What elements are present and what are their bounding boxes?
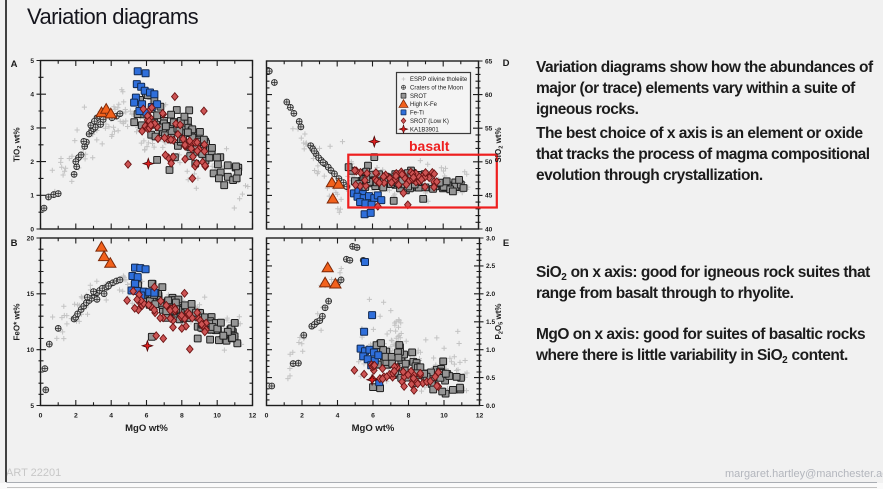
svg-text:2: 2 [74,413,78,420]
svg-text:SiO2​ wt%: SiO2​ wt% [494,127,505,162]
svg-text:55: 55 [485,126,493,133]
svg-text:2.0: 2.0 [486,291,495,298]
svg-text:20: 20 [27,235,35,242]
svg-text:8: 8 [180,413,184,420]
svg-text:TiO2​ wt%: TiO2​ wt% [13,127,24,162]
svg-text:B: B [11,238,18,249]
svg-text:4: 4 [336,413,340,420]
svg-text:60: 60 [485,92,493,99]
svg-text:basalt: basalt [409,138,450,154]
svg-text:E: E [503,238,509,249]
svg-text:12: 12 [476,413,484,420]
svg-text:2.5: 2.5 [486,263,495,270]
svg-text:6: 6 [145,413,149,420]
svg-text:P2​O5​ wt%: P2​O5​ wt% [494,303,505,339]
svg-text:0: 0 [265,413,269,420]
svg-text:0.0: 0.0 [486,403,495,410]
svg-text:10: 10 [213,413,221,420]
svg-text:High K-Fe: High K-Fe [410,102,438,108]
svg-text:40: 40 [485,226,493,233]
svg-text:3.0: 3.0 [486,235,495,242]
svg-text:8: 8 [407,413,411,420]
svg-text:4: 4 [30,92,34,99]
svg-text:MgO wt%: MgO wt% [125,423,168,434]
svg-text:ESRP olivine tholeiite: ESRP olivine tholeiite [410,77,468,83]
svg-text:0: 0 [30,226,34,233]
svg-text:10: 10 [440,413,448,420]
svg-text:12: 12 [249,413,257,420]
svg-text:45: 45 [485,193,493,200]
svg-text:0.5: 0.5 [486,375,495,382]
svg-text:KA1B3901: KA1B3901 [410,127,439,133]
svg-text:65: 65 [485,58,493,65]
svg-text:1: 1 [30,193,34,200]
svg-text:0: 0 [39,413,43,420]
svg-text:6: 6 [371,413,375,420]
svg-text:15: 15 [27,291,35,298]
svg-text:2: 2 [300,413,304,420]
svg-text:SROT: SROT [410,94,427,100]
svg-text:Fe-Ti: Fe-Ti [410,111,424,117]
svg-text:Craters of the Moon: Craters of the Moon [410,86,463,92]
svg-text:FeO* wt%: FeO* wt% [13,304,22,341]
svg-text:5: 5 [30,403,34,410]
svg-text:3: 3 [30,125,34,132]
svg-text:A: A [11,59,18,70]
svg-text:SROT (Low K): SROT (Low K) [410,119,449,125]
svg-text:10: 10 [27,347,35,354]
svg-text:4: 4 [109,413,113,420]
svg-text:1.0: 1.0 [486,347,495,354]
svg-text:5: 5 [30,58,34,65]
svg-text:MgO wt%: MgO wt% [352,423,395,434]
svg-text:50: 50 [485,159,493,166]
svg-text:D: D [503,58,510,69]
svg-text:2: 2 [30,159,34,166]
svg-text:1.5: 1.5 [486,319,495,326]
